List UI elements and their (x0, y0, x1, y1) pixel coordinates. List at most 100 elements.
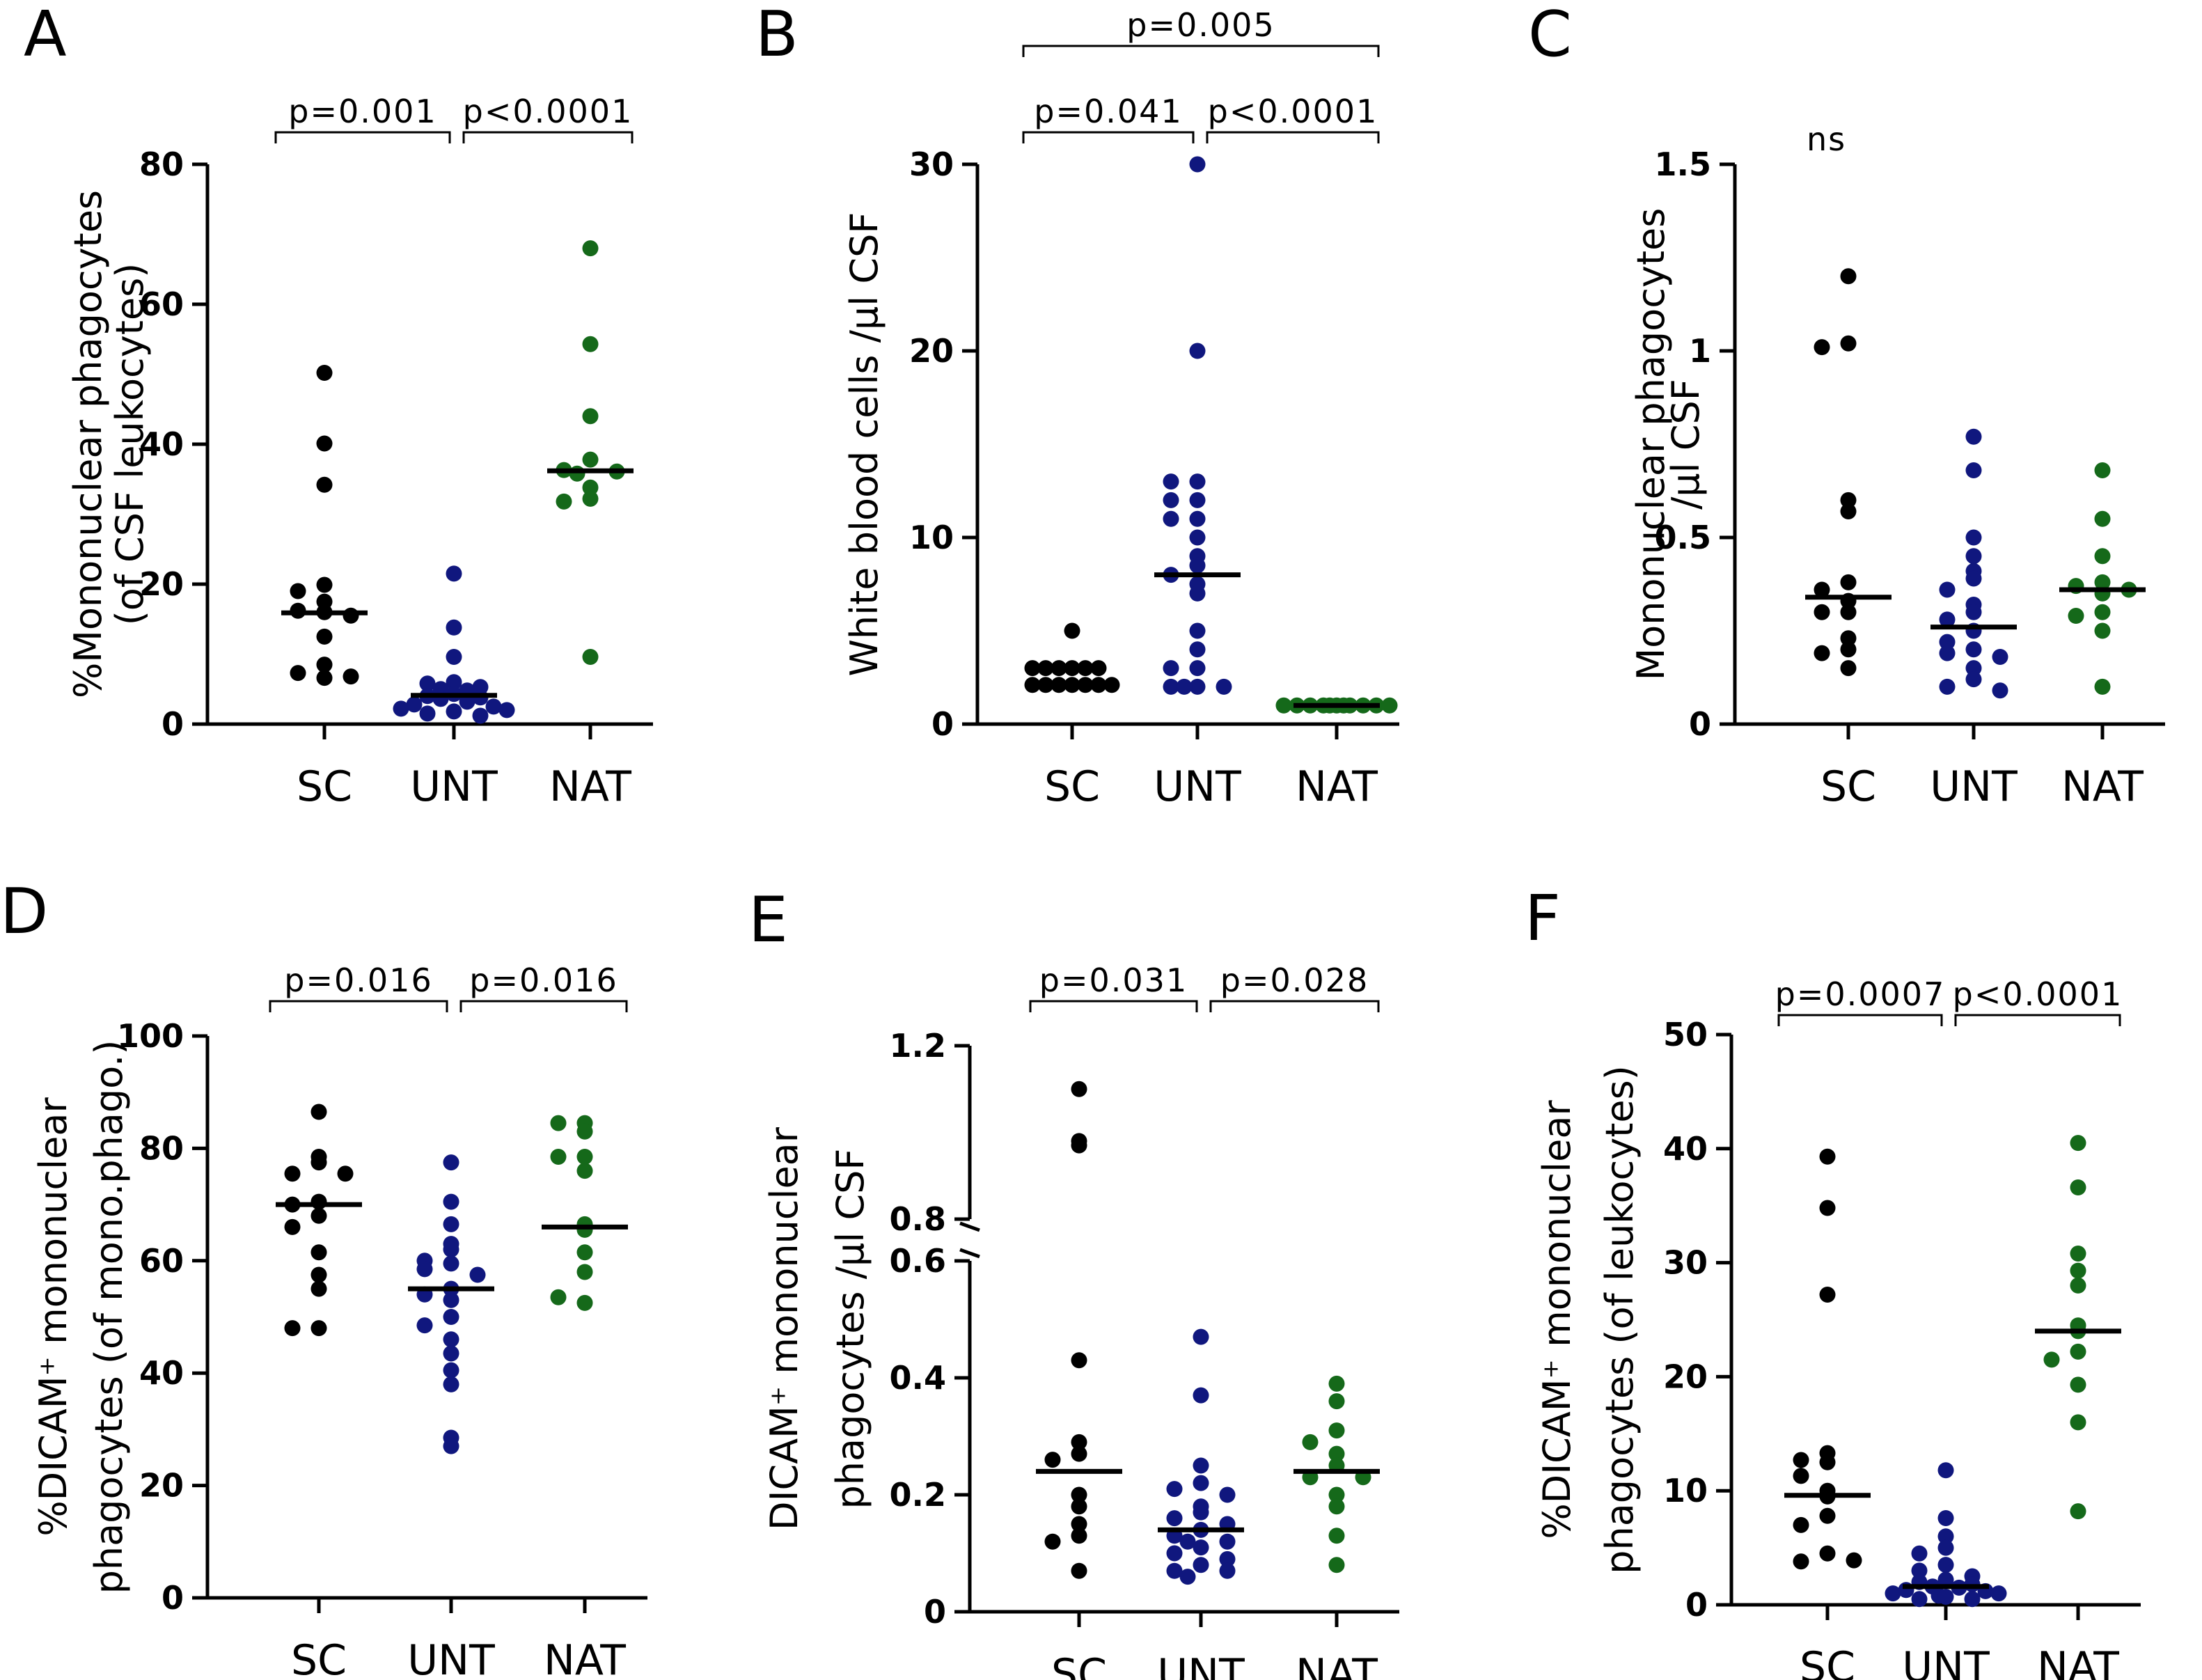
data-point-sc (1814, 581, 1830, 598)
data-point-unt (1189, 510, 1206, 527)
data-point-nat (2070, 1179, 2086, 1195)
data-point-unt (1937, 1510, 1954, 1527)
data-point-unt (1166, 1510, 1183, 1527)
data-point-sc (316, 576, 333, 593)
significance-label: p=0.016 (284, 961, 432, 999)
data-point-sc (1071, 1445, 1087, 1462)
data-point-unt (1219, 1562, 1236, 1579)
data-point-unt (443, 1345, 459, 1362)
data-point-unt (1937, 1539, 1954, 1556)
y-tick-label: 0.8 (890, 1200, 947, 1238)
panel-e: E 0 0.2 0.4 0.6 0.8 1.2 SC UNT NAT DICAM⁺ mononucl… (748, 884, 1399, 1680)
data-point-nat (582, 649, 599, 666)
data-point-nat (2094, 678, 2111, 695)
data-point-sc (1819, 1200, 1836, 1216)
data-point-unt (1965, 529, 1982, 546)
data-point-sc (1071, 1498, 1087, 1515)
axis-break-mark (959, 1221, 980, 1259)
category-label-sc: SC (297, 762, 352, 811)
data-point-sc (316, 476, 333, 493)
data-point-sc (310, 1104, 327, 1120)
data-point-sc (1793, 1452, 1809, 1468)
significance-label: p=0.028 (1220, 961, 1369, 999)
y-tick-label: 30 (1663, 1244, 1708, 1282)
data-point-unt (1176, 678, 1193, 695)
data-point-nat (550, 1149, 567, 1165)
data-point-unt (1193, 1504, 1209, 1521)
y-tick-label: 1 (1689, 332, 1711, 370)
data-point-unt (1965, 671, 1982, 688)
data-point-unt (446, 619, 462, 636)
data-point-unt (1965, 641, 1982, 658)
data-point-unt (1965, 428, 1982, 445)
data-point-unt (1163, 678, 1179, 695)
y-tick-label: 20 (139, 1467, 184, 1505)
data-point-sc (310, 1280, 327, 1297)
data-point-unt (1166, 1545, 1183, 1562)
data-point-sc (1814, 645, 1830, 661)
y-axis-label-line2: phagocytes (of leukocytes) (1598, 1065, 1642, 1574)
data-point-unt (1193, 1557, 1209, 1573)
data-point-nat (2070, 1135, 2086, 1152)
y-axis-label: %DICAM⁺ mononuclear (1535, 1100, 1579, 1539)
data-point-unt (1189, 641, 1206, 658)
data-point-nat (2094, 622, 2111, 639)
data-point-sc (310, 1154, 327, 1171)
y-tick-label: 20 (139, 565, 184, 603)
y-axis-label: Mononuclear phagocytes (1629, 208, 1673, 681)
data-point-sc (1846, 1552, 1862, 1569)
data-point-sc (1064, 660, 1080, 677)
significance-bracket (274, 131, 451, 143)
y-tick-label: 60 (139, 285, 184, 323)
data-point-nat (2070, 1245, 2086, 1262)
data-point-unt (1189, 622, 1206, 639)
data-point-nat (582, 408, 599, 425)
data-point-sc (1071, 1562, 1087, 1579)
data-point-unt (1937, 1462, 1954, 1479)
significance-bracket (269, 1000, 448, 1012)
panel-b: B 0 10 20 30 SC UNT NAT White blood cells /µl CS… (755, 0, 1399, 811)
data-point-unt (443, 1154, 459, 1171)
data-point-nat (1381, 697, 1398, 714)
data-point-nat (550, 1289, 567, 1305)
data-point-unt (1937, 1557, 1954, 1573)
y-axis-label: DICAM⁺ mononuclear (762, 1126, 806, 1530)
significance-bracket (1022, 45, 1380, 57)
data-point-sc (1814, 339, 1830, 356)
data-point-unt (406, 696, 423, 713)
data-point-unt (498, 702, 515, 719)
data-point-unt (446, 674, 462, 691)
data-point-nat (1328, 1445, 1345, 1462)
data-point-sc (310, 1244, 327, 1261)
data-point-unt (1179, 1569, 1196, 1585)
data-point-unt (419, 675, 436, 692)
data-point-sc (343, 607, 359, 624)
data-point-unt (1965, 570, 1982, 587)
data-point-nat (576, 1294, 593, 1311)
y-axis-label-line2: /µl CSF (1664, 379, 1708, 510)
panel-a: A 0 20 40 60 80 SC UNT NAT %Mononuclear phagocyte… (24, 0, 653, 811)
category-label-nat: NAT (1296, 1650, 1378, 1680)
data-point-unt (1939, 645, 1956, 661)
data-point-unt (443, 1309, 459, 1325)
data-point-unt (1193, 1475, 1209, 1491)
y-tick-label: 80 (139, 1129, 184, 1167)
data-point-unt (1163, 492, 1179, 508)
significance-label: p<0.0001 (1208, 93, 1378, 130)
significance-label: p=0.001 (288, 93, 437, 130)
data-point-unt (446, 703, 462, 720)
data-point-sc (310, 1266, 327, 1283)
data-point-unt (1939, 678, 1956, 695)
data-point-unt (1992, 682, 2008, 699)
y-tick-label: 80 (139, 146, 184, 183)
category-label-nat: NAT (2061, 762, 2144, 811)
data-point-unt (443, 1376, 459, 1392)
panel-letter: E (748, 884, 788, 957)
y-tick-label: 10 (909, 519, 954, 556)
data-point-unt (1939, 634, 1956, 650)
category-label-sc: SC (1051, 1650, 1107, 1680)
significance-label: p=0.031 (1039, 961, 1188, 999)
data-point-sc (1819, 1545, 1836, 1562)
data-point-nat (1328, 1528, 1345, 1544)
data-point-unt (1189, 529, 1206, 546)
